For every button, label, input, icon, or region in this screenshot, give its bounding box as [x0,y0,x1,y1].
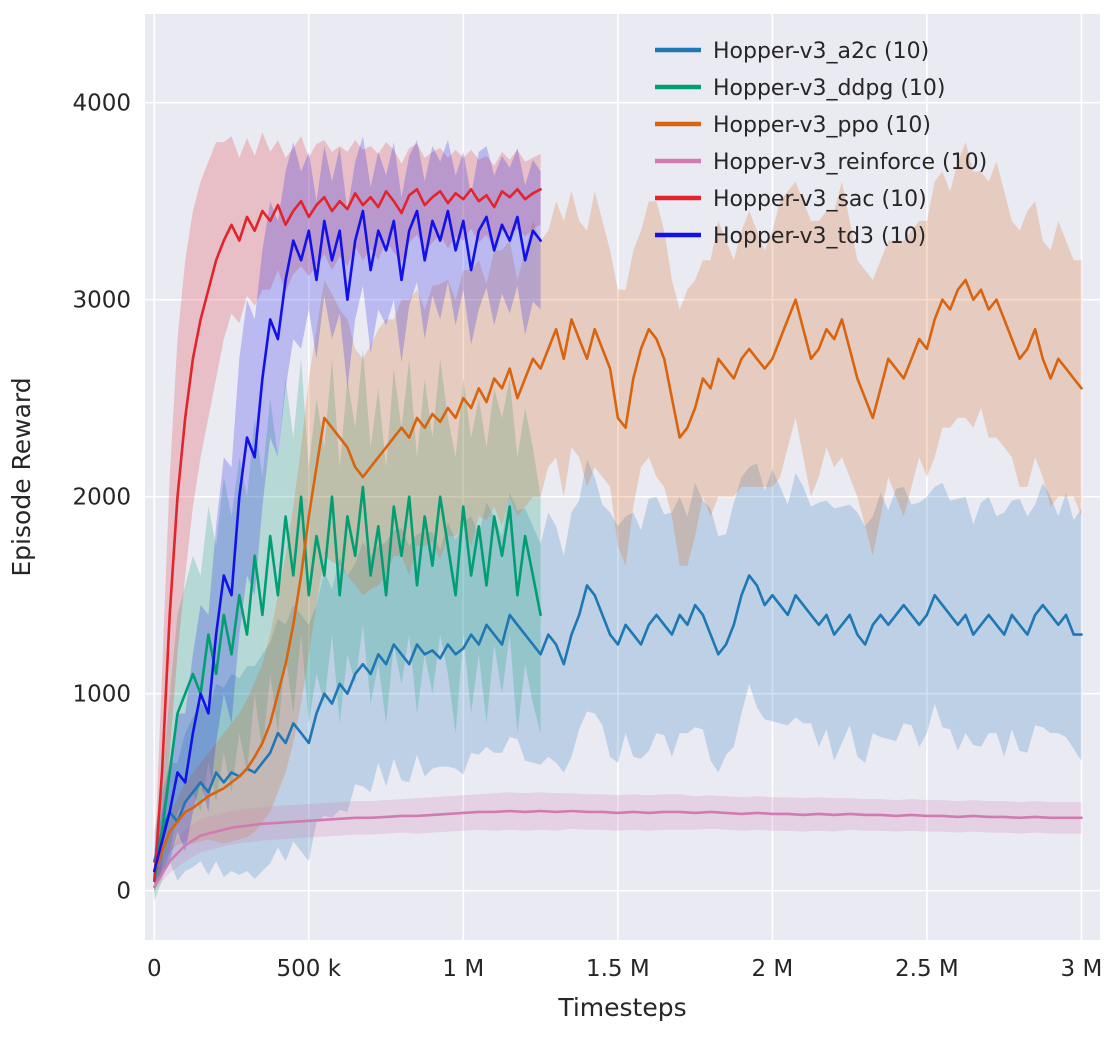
x-tick-label: 1.5 M [586,956,650,982]
y-tick-label: 0 [116,879,131,905]
legend-label: Hopper-v3_ppo (10) [713,113,931,138]
confidence-band-4 [154,132,541,893]
x-tick-label: 0 [147,956,162,982]
y-tick-label: 1000 [72,682,131,708]
legend-item: Hopper-v3_sac (10) [655,187,927,212]
x-axis-label: Timesteps [557,993,686,1022]
x-tick-label: 3 M [1061,956,1103,982]
legend-item: Hopper-v3_ddpg (10) [655,76,945,101]
legend-label: Hopper-v3_sac (10) [713,187,927,212]
x-tick-label: 2 M [751,956,793,982]
series-line-0 [153,574,1083,863]
legend-label: Hopper-v3_ddpg (10) [713,76,945,101]
y-axis-label: Episode Reward [7,377,36,576]
legend-item: Hopper-v3_reinforce (10) [655,150,987,175]
confidence-band-2 [154,142,1082,881]
y-tick-label: 2000 [72,485,131,511]
legend-label: Hopper-v3_td3 (10) [713,224,926,249]
legend-item: Hopper-v3_ppo (10) [655,113,931,138]
legend-label: Hopper-v3_reinforce (10) [713,150,987,175]
series-line-2 [153,278,1083,873]
confidence-band-1 [154,348,541,901]
series-line-5 [153,209,542,873]
series-line-4 [153,188,542,883]
series-line-1 [153,485,542,883]
series-line-3 [153,809,1083,889]
y-tick-label: 4000 [72,91,131,117]
x-tick-label: 500 k [277,956,342,982]
y-tick-label: 3000 [72,288,131,314]
plot-area [145,14,1100,940]
confidence-band-5 [154,136,541,891]
x-tick-label: 1 M [442,956,484,982]
legend-item: Hopper-v3_a2c (10) [655,39,929,64]
x-tick-label: 2.5 M [895,956,959,982]
legend-label: Hopper-v3_a2c (10) [713,39,929,64]
legend-item: Hopper-v3_td3 (10) [655,224,926,249]
confidence-band-0 [154,459,1082,891]
